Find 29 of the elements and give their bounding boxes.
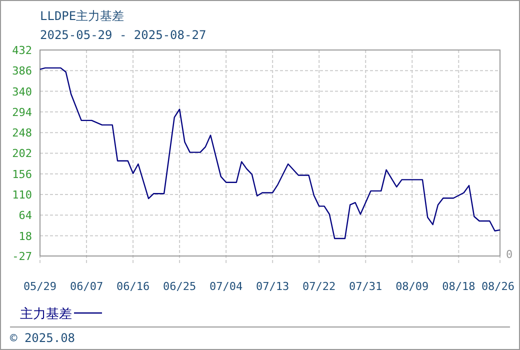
y-tick-label: 386	[12, 64, 32, 78]
x-tick-label: 07/13	[256, 280, 290, 293]
x-tick-label: 06/16	[116, 280, 150, 293]
legend: 主力基差	[20, 307, 102, 322]
y-tick-label: 110	[12, 188, 32, 202]
chart-subtitle: 2025-05-29 - 2025-08-27	[40, 28, 206, 42]
line-series	[39, 67, 501, 240]
x-tick-label: 06/07	[70, 280, 104, 293]
y-tick-label: 18	[18, 230, 32, 243]
chart-title: LLDPE主力基差	[40, 9, 124, 23]
y-tick-label: 340	[12, 85, 32, 98]
text: 0	[506, 248, 513, 261]
x-tick-label: 07/22	[302, 280, 336, 293]
x-tick-label: 07/04	[210, 280, 243, 293]
legend-label: 主力基差	[20, 306, 72, 322]
x-tick-label: 05/29	[23, 280, 57, 293]
x-tick-label: 08/18	[442, 280, 476, 293]
y-tick-label: 248	[12, 126, 32, 140]
x-tick-label: 06/25	[162, 280, 196, 293]
y-tick-label: 202	[12, 147, 32, 160]
y-tick-label: 156	[12, 168, 32, 181]
x-tick-label: 08/09	[396, 280, 429, 293]
y-tick-label: 64	[18, 209, 32, 222]
y-tick-label: -27	[12, 250, 32, 263]
y-tick-label: 432	[12, 44, 32, 57]
text: © 2025.08	[10, 331, 76, 345]
x-tick-label: 07/31	[349, 280, 382, 293]
y-tick-label: 294	[12, 106, 32, 119]
x-tick-label: 08/26	[481, 280, 515, 293]
